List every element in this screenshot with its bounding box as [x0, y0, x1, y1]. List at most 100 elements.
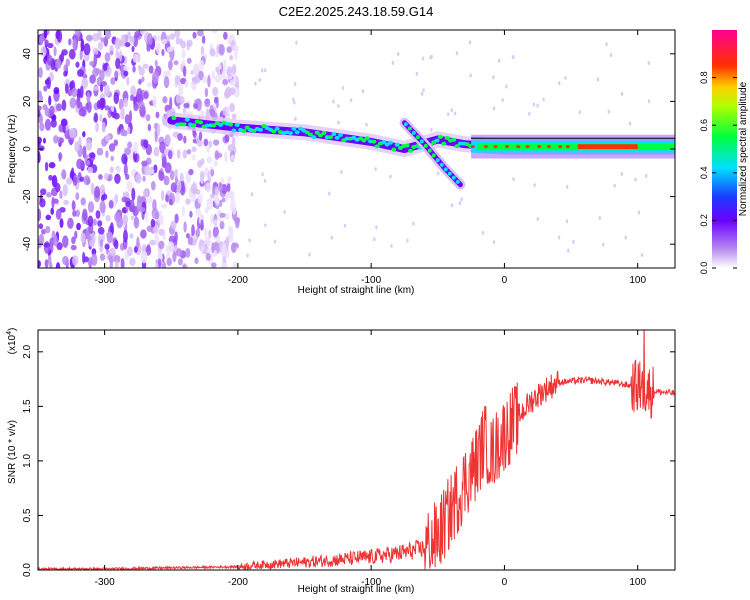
noise-blob [204, 87, 209, 98]
noise-blob [231, 63, 237, 75]
noise-blob [189, 210, 193, 218]
noise-blob [120, 106, 125, 120]
noise-blob [152, 95, 157, 109]
noise-blob [44, 107, 51, 117]
noise-blob [38, 260, 41, 268]
noise-dot [468, 40, 472, 45]
noise-dot [613, 183, 616, 188]
noise-blob [96, 147, 104, 156]
noise-blob [87, 201, 95, 213]
ridge-node [311, 135, 317, 140]
noise-dot [607, 109, 611, 114]
noise-blob [226, 105, 230, 114]
noise-blob [80, 232, 86, 244]
noise-blob [221, 197, 226, 203]
noise-blob [53, 87, 60, 95]
noise-blob [155, 42, 161, 55]
noise-blob [181, 49, 186, 59]
noise-blob [105, 214, 111, 222]
noise-blob [65, 58, 70, 67]
flat-band-spot [470, 145, 475, 149]
noise-blob [142, 189, 149, 197]
noise-blob [148, 65, 154, 74]
noise-blob [93, 112, 99, 123]
noise-blob [181, 205, 185, 217]
noise-blob [165, 194, 169, 203]
noise-blob [210, 213, 214, 225]
noise-dot [308, 252, 311, 257]
flat-band-spot [516, 145, 521, 149]
noise-blob [167, 241, 175, 252]
noise-blob [38, 66, 43, 79]
noise-blob [123, 163, 128, 177]
noise-blob [210, 262, 217, 268]
noise-blob [164, 162, 172, 174]
noise-blob [145, 114, 151, 122]
noise-dot [512, 177, 515, 182]
snr-panel: -300 -200 -100 0 100 0.0 0.5 1.0 1.5 2.0 Height … [6, 328, 676, 595]
ridge-node [364, 136, 370, 141]
noise-blob [224, 151, 228, 163]
noise-blob [211, 242, 215, 254]
noise-blob [226, 65, 232, 77]
noise-blob [64, 83, 69, 94]
noise-blob [38, 150, 41, 163]
noise-blob [216, 209, 222, 222]
noise-blob [198, 60, 205, 70]
ridge-node [181, 122, 187, 127]
noise-blob [180, 40, 187, 49]
noise-blob [142, 175, 146, 182]
noise-blob [62, 122, 66, 134]
noise-blob [61, 169, 67, 180]
branch-node [443, 167, 448, 172]
noise-blob [148, 167, 155, 175]
noise-dot [602, 242, 605, 247]
noise-blob [154, 210, 160, 220]
noise-blob [162, 96, 168, 104]
noise-blob [105, 150, 109, 158]
noise-blob [173, 60, 179, 66]
noise-blob [97, 30, 102, 41]
noise-blob [48, 162, 56, 169]
branch-node [435, 158, 440, 163]
noise-blob [93, 85, 99, 91]
noise-blob [229, 79, 237, 86]
y-tick-label: 20 [22, 95, 33, 107]
noise-dot [455, 51, 459, 56]
y-tick-label: 2.0 [22, 344, 33, 358]
noise-blob [232, 261, 238, 268]
noise-dot [373, 237, 376, 242]
noise-dot [415, 71, 419, 76]
noise-blob [69, 97, 77, 109]
noise-blob [181, 60, 186, 66]
ridge-node [258, 127, 264, 132]
noise-dot [337, 120, 340, 125]
noise-blob [122, 214, 129, 225]
ridge-node [314, 130, 320, 135]
noise-blob [58, 151, 62, 162]
noise-blob [131, 45, 135, 53]
y-tick-label: -20 [22, 189, 33, 204]
noise-blob [71, 200, 76, 211]
ridge-node [191, 123, 197, 128]
noise-blob [150, 218, 156, 228]
noise-blob [90, 182, 95, 195]
noise-blob [167, 60, 173, 70]
noise-blob [234, 49, 238, 61]
branch-node [455, 179, 460, 184]
x-tick-label: -300 [95, 275, 115, 286]
noise-dot [634, 177, 637, 182]
noise-blob [221, 70, 226, 78]
noise-blob [130, 94, 134, 102]
noise-blob [81, 77, 89, 90]
noise-blob [52, 198, 59, 204]
branch-node [431, 153, 436, 158]
noise-blob [169, 96, 173, 110]
noise-blob [44, 118, 52, 131]
noise-blob [87, 215, 94, 227]
noise-blob [223, 31, 228, 40]
ridge-node [328, 135, 334, 140]
branch-node [423, 143, 428, 148]
noise-blob [38, 233, 45, 246]
noise-blob [99, 244, 104, 253]
